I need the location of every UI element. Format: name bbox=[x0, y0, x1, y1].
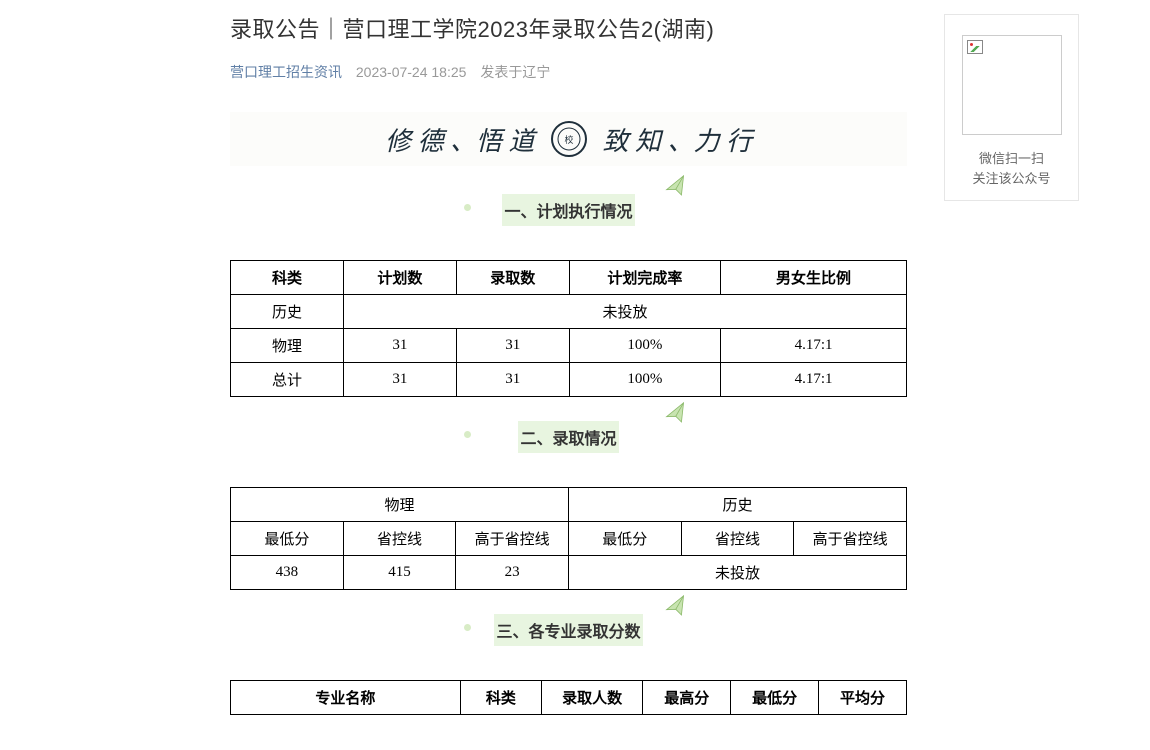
table-plan-execution: 科类 计划数 录取数 计划完成率 男女生比例 历史 未投放 物理 31 31 1… bbox=[230, 260, 907, 397]
section-heading-2: 二、录取情况 bbox=[230, 421, 907, 453]
broken-image-icon bbox=[967, 40, 983, 54]
table-row: 438 415 23 未投放 bbox=[231, 556, 907, 590]
col-header: 录取数 bbox=[456, 261, 569, 295]
cell: 物理 bbox=[231, 329, 344, 363]
section-2-title: 二、录取情况 bbox=[518, 421, 618, 453]
motto-left: 修 德 、悟 道 bbox=[385, 121, 535, 158]
sidebar-caption-2: 关注该公众号 bbox=[961, 169, 1062, 189]
paper-plane-icon bbox=[661, 400, 691, 433]
publish-location: 发表于辽宁 bbox=[480, 64, 550, 80]
sub-header: 省控线 bbox=[681, 522, 794, 556]
article-main: 录取公告｜营口理工学院2023年录取公告2(湖南) 营口理工招生资讯 2023-… bbox=[230, 12, 907, 723]
motto-banner: 修 德 、悟 道 校 致 知 、力 行 bbox=[230, 112, 907, 166]
col-header: 平均分 bbox=[819, 681, 907, 715]
sub-header: 最低分 bbox=[568, 522, 681, 556]
col-header: 科类 bbox=[231, 261, 344, 295]
cell: 415 bbox=[343, 556, 456, 590]
publish-time: 2023-07-24 18:25 bbox=[356, 64, 467, 80]
col-header: 专业名称 bbox=[231, 681, 461, 715]
section-heading-3: 三、各专业录取分数 bbox=[230, 614, 907, 646]
sub-header: 高于省控线 bbox=[456, 522, 569, 556]
col-header: 男女生比例 bbox=[721, 261, 907, 295]
table-row: 历史 未投放 bbox=[231, 295, 907, 329]
sidebar-caption-1: 微信扫一扫 bbox=[961, 149, 1062, 169]
cell-merged: 未投放 bbox=[568, 556, 906, 590]
sidebar-qr-card: 微信扫一扫 关注该公众号 bbox=[944, 14, 1079, 201]
cell-merged: 未投放 bbox=[343, 295, 906, 329]
section-heading-1: 一、计划执行情况 bbox=[230, 194, 907, 226]
motto-right: 致 知 、力 行 bbox=[603, 121, 753, 158]
article-meta: 营口理工招生资讯 2023-07-24 18:25 发表于辽宁 bbox=[230, 62, 907, 82]
cell: 31 bbox=[456, 363, 569, 397]
cell: 31 bbox=[343, 363, 456, 397]
section-1-title: 一、计划执行情况 bbox=[502, 194, 634, 226]
author-link[interactable]: 营口理工招生资讯 bbox=[230, 64, 342, 80]
cell: 438 bbox=[231, 556, 344, 590]
qr-code-image[interactable] bbox=[962, 35, 1062, 135]
section-3-title: 三、各专业录取分数 bbox=[494, 614, 642, 646]
cell: 100% bbox=[569, 329, 720, 363]
seal-icon: 校 bbox=[551, 121, 587, 157]
col-header: 最高分 bbox=[643, 681, 731, 715]
cell: 31 bbox=[456, 329, 569, 363]
svg-text:校: 校 bbox=[564, 134, 573, 145]
table-admission: 物理 历史 最低分 省控线 高于省控线 最低分 省控线 高于省控线 438 41… bbox=[230, 487, 907, 590]
table-row: 最低分 省控线 高于省控线 最低分 省控线 高于省控线 bbox=[231, 522, 907, 556]
table-row: 科类 计划数 录取数 计划完成率 男女生比例 bbox=[231, 261, 907, 295]
sub-header: 高于省控线 bbox=[794, 522, 907, 556]
cell: 4.17:1 bbox=[721, 363, 907, 397]
col-header: 计划数 bbox=[343, 261, 456, 295]
cell: 31 bbox=[343, 329, 456, 363]
group-header: 物理 bbox=[231, 488, 569, 522]
table-row: 专业名称 科类 录取人数 最高分 最低分 平均分 bbox=[231, 681, 907, 715]
cell: 23 bbox=[456, 556, 569, 590]
sub-header: 省控线 bbox=[343, 522, 456, 556]
paper-plane-icon bbox=[661, 593, 691, 626]
table-major-scores: 专业名称 科类 录取人数 最高分 最低分 平均分 bbox=[230, 680, 907, 715]
col-header: 计划完成率 bbox=[569, 261, 720, 295]
cell: 历史 bbox=[231, 295, 344, 329]
cell: 4.17:1 bbox=[721, 329, 907, 363]
group-header: 历史 bbox=[568, 488, 906, 522]
article-title: 录取公告｜营口理工学院2023年录取公告2(湖南) bbox=[230, 12, 907, 44]
col-header: 科类 bbox=[460, 681, 541, 715]
table-row: 总计 31 31 100% 4.17:1 bbox=[231, 363, 907, 397]
sub-header: 最低分 bbox=[231, 522, 344, 556]
col-header: 最低分 bbox=[731, 681, 819, 715]
cell: 总计 bbox=[231, 363, 344, 397]
paper-plane-icon bbox=[661, 173, 691, 206]
table-row: 物理 31 31 100% 4.17:1 bbox=[231, 329, 907, 363]
col-header: 录取人数 bbox=[541, 681, 642, 715]
table-row: 物理 历史 bbox=[231, 488, 907, 522]
cell: 100% bbox=[569, 363, 720, 397]
